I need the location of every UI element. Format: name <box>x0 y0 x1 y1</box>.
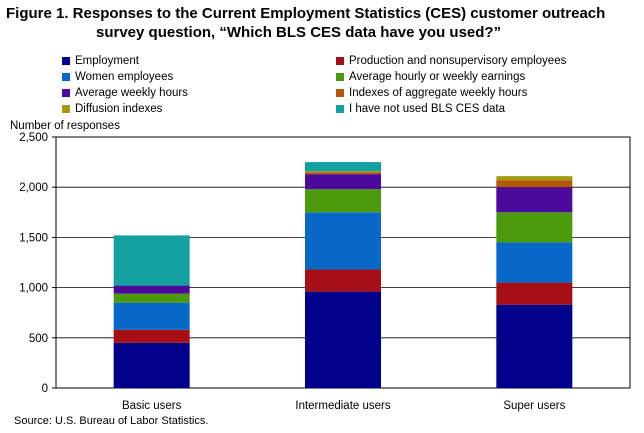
bar-segment <box>113 329 190 343</box>
bar-segment <box>305 269 381 292</box>
bar-segment <box>305 162 381 172</box>
legend-swatch <box>62 73 70 81</box>
bar-segment <box>305 291 381 388</box>
legend-label: Average weekly hours <box>75 87 188 99</box>
bar-segment <box>113 302 190 330</box>
legend-swatch <box>336 73 344 81</box>
bar-segment <box>113 293 190 303</box>
bar-segment <box>496 282 573 305</box>
legend-label: Production and nonsupervisory employees <box>349 55 567 67</box>
x-tick-label: Intermediate users <box>295 400 390 412</box>
legend-swatch <box>336 57 344 65</box>
title-line-1: Figure 1. Responses to the Current Emplo… <box>6 5 606 22</box>
y-tick-label: 500 <box>29 333 48 345</box>
y-tick-label: 2,500 <box>19 132 48 144</box>
x-tick-label: Super users <box>503 400 565 412</box>
legend-swatch <box>62 57 70 65</box>
legend-label: Average hourly or weekly earnings <box>349 71 526 83</box>
chart-title: Figure 1. Responses to the Current Emplo… <box>6 4 636 42</box>
legend-label: Indexes of aggregate weekly hours <box>349 87 528 99</box>
y-tick-label: 1,000 <box>19 283 48 295</box>
bar-segment <box>496 180 573 188</box>
legend-swatch <box>336 89 344 97</box>
bar-segment <box>305 172 381 175</box>
bar-segment <box>305 189 381 213</box>
legend-label: Employment <box>75 55 139 67</box>
y-axis-label: Number of responses <box>10 120 120 132</box>
bar-segment <box>113 235 190 286</box>
legend-swatch <box>62 105 70 113</box>
bar-segment <box>496 304 573 388</box>
bar-segment <box>305 174 381 190</box>
bar-segment <box>113 285 190 294</box>
y-tick-label: 1,500 <box>19 232 48 244</box>
legend-label: Women employees <box>75 71 174 83</box>
legend-label: I have not used BLS CES data <box>349 103 505 115</box>
bar-segment <box>305 212 381 270</box>
bar-segment <box>496 187 573 213</box>
source-note: Source: U.S. Bureau of Labor Statistics. <box>14 415 209 427</box>
title-line-2: survey question, “Which BLS CES data hav… <box>96 24 502 41</box>
bar-segment <box>113 342 190 388</box>
legend-swatch <box>62 89 70 97</box>
y-tick-label: 0 <box>42 383 48 395</box>
x-tick-label: Basic users <box>122 400 182 412</box>
bar-segment <box>496 212 573 243</box>
legend-label: Diffusion indexes <box>75 103 163 115</box>
bar-segment <box>496 176 573 181</box>
y-tick-label: 2,000 <box>19 182 48 194</box>
bar-segment <box>496 242 573 283</box>
legend-swatch <box>336 105 344 113</box>
bar-segment <box>305 171 381 173</box>
